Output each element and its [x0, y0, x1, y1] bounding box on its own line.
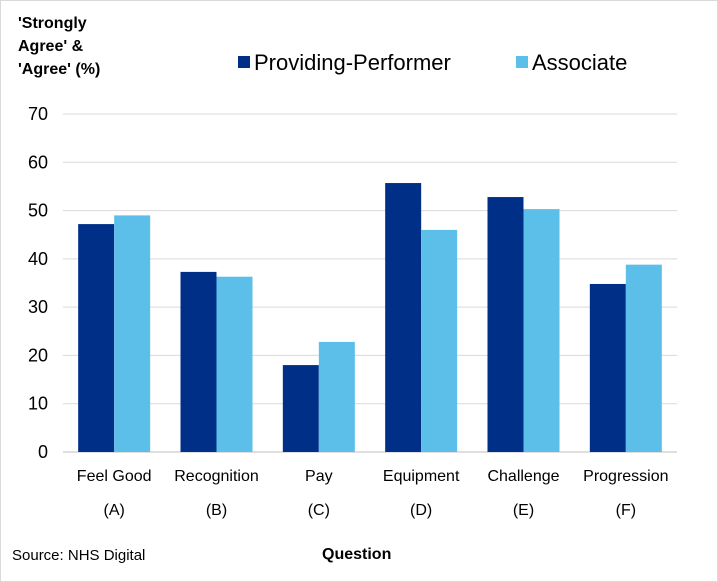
bar-providing-performer-5 — [589, 283, 626, 452]
legend-label-0: Providing-Performer — [254, 50, 451, 75]
y-tick-labels: 0 10 20 30 40 50 60 70 — [28, 104, 48, 462]
legend-label-1: Associate — [532, 50, 627, 75]
bar-providing-performer-2 — [282, 365, 319, 452]
bar-providing-performer-1 — [180, 271, 217, 452]
bar-associate-4 — [523, 209, 560, 452]
bars — [78, 183, 662, 452]
source-note: Source: NHS Digital — [12, 547, 146, 564]
y-axis-title: 'Strongly Agree' & 'Agree' (%) — [18, 15, 101, 78]
legend: Providing-Performer Associate — [238, 50, 627, 75]
x-tick-labels: Feel Good (A) Recognition (B) Pay (C) Equipmen… — [77, 468, 669, 519]
x-tick-label-4: Challenge — [487, 468, 559, 485]
x-axis-title: Question — [322, 546, 392, 563]
x-tick-code-3: (D) — [410, 502, 432, 519]
y-tick-0: 0 — [38, 442, 48, 462]
x-tick-label-5: Progression — [583, 468, 668, 485]
x-tick-code-2: (C) — [308, 502, 330, 519]
x-tick-code-0: (A) — [104, 502, 125, 519]
bar-associate-3 — [421, 229, 458, 452]
bar-associate-2 — [318, 341, 355, 452]
y-tick-10: 10 — [28, 394, 48, 414]
y-tick-40: 40 — [28, 249, 48, 269]
x-tick-code-5: (F) — [616, 502, 636, 519]
y-tick-20: 20 — [28, 345, 48, 365]
bar-associate-0 — [114, 215, 151, 452]
x-tick-code-4: (E) — [513, 502, 534, 519]
x-tick-label-2: Pay — [305, 468, 333, 485]
gridlines — [63, 113, 677, 453]
y-tick-70: 70 — [28, 104, 48, 124]
bar-providing-performer-4 — [487, 197, 524, 452]
legend-swatch-1 — [516, 56, 528, 68]
y-tick-30: 30 — [28, 297, 48, 317]
bar-providing-performer-0 — [78, 224, 115, 452]
bar-associate-1 — [216, 276, 253, 452]
x-tick-label-3: Equipment — [383, 468, 460, 485]
legend-swatch-0 — [238, 56, 250, 68]
x-tick-label-0: Feel Good — [77, 468, 152, 485]
x-tick-code-1: (B) — [206, 502, 227, 519]
bar-providing-performer-3 — [385, 183, 422, 452]
bar-associate-5 — [625, 264, 662, 452]
x-tick-label-1: Recognition — [174, 468, 259, 485]
y-tick-50: 50 — [28, 201, 48, 221]
y-tick-60: 60 — [28, 152, 48, 172]
